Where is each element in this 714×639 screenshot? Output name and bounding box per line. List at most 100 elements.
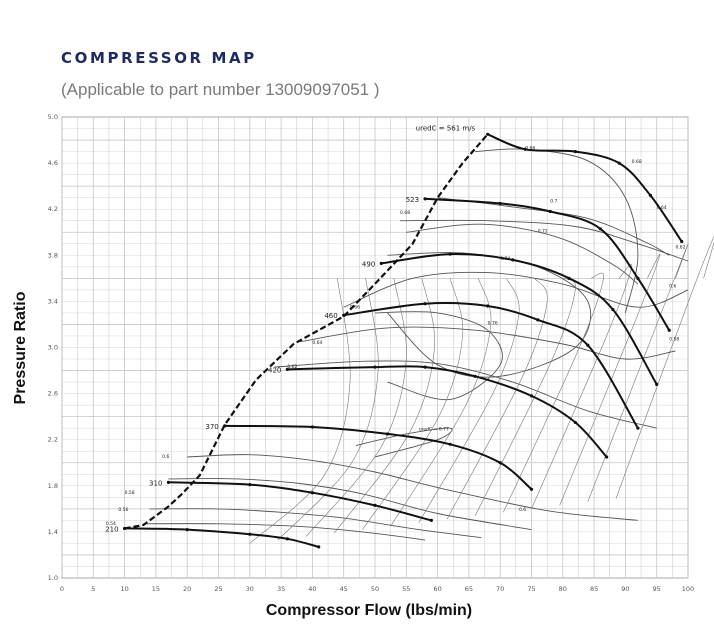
efficiency-label: 0.72	[538, 228, 548, 234]
efficiency-label: 0.68	[400, 210, 410, 216]
speed-point	[529, 487, 534, 491]
x-tick-label: 45	[340, 585, 348, 593]
speed-point	[655, 382, 659, 386]
speed-point	[573, 420, 577, 425]
efficiency-contour	[374, 311, 503, 401]
speed-point	[523, 147, 527, 151]
x-tick-label: 40	[308, 585, 316, 593]
speed-point	[605, 455, 609, 459]
x-tick-label: 70	[496, 585, 504, 593]
y-tick-label: 1.8	[48, 482, 58, 490]
x-tick-label: 5	[91, 585, 95, 593]
speed-point	[498, 201, 502, 206]
speed-point	[486, 304, 490, 308]
flow-contour	[362, 278, 464, 530]
speed-label: 460	[324, 312, 337, 320]
chart-subtitle: (Applicable to part number 13009097051 )	[61, 80, 380, 99]
speed-point	[423, 197, 427, 201]
efficiency-contour	[356, 427, 453, 458]
flow-contour	[249, 278, 351, 544]
x-tick-label: 100	[682, 585, 694, 593]
speed-point	[548, 209, 552, 214]
x-tick-label: 0	[60, 585, 64, 593]
flow-contour	[503, 272, 604, 513]
x-tick-label: 75	[527, 585, 535, 593]
x-tick-label: 35	[277, 585, 285, 593]
efficiency-label: 0.68	[632, 159, 642, 165]
x-tick-label: 50	[371, 585, 379, 593]
speed-point	[423, 302, 427, 306]
efficiency-label: 0.62	[287, 364, 297, 370]
x-axis-label: Compressor Flow (lbs/min)	[266, 602, 472, 619]
efficiency-label: 0.64	[312, 340, 322, 346]
speed-point	[448, 252, 452, 256]
x-tick-label: 85	[590, 585, 598, 593]
speed-point	[373, 365, 377, 369]
y-tick-label: 1.4	[48, 528, 58, 536]
efficiency-label: 0.66	[525, 145, 535, 151]
speed-point	[310, 425, 314, 429]
x-tick-label: 15	[152, 585, 160, 593]
speed-label: uredC = 561 m/s	[416, 124, 476, 132]
efficiency-label: 0.6	[519, 507, 526, 513]
curves	[123, 132, 714, 549]
efficiency-contour	[168, 478, 532, 531]
efficiency-label: 0.76	[488, 320, 498, 326]
y-tick-label: 3.4	[48, 297, 58, 305]
efficiency-label: 0.62	[675, 244, 685, 250]
speed-point	[285, 537, 289, 541]
speed-point	[248, 532, 252, 536]
y-tick-label: 4.6	[48, 159, 58, 167]
speed-point	[667, 328, 671, 332]
speed-line	[343, 302, 639, 429]
speed-point	[511, 258, 515, 262]
efficiency-label: 0.54	[106, 521, 116, 527]
efficiency-label: 0.58	[669, 337, 679, 343]
x-tick-label: 65	[465, 585, 473, 593]
flow-contour	[334, 278, 435, 534]
efficiency-label: 0.7	[550, 198, 557, 204]
flow-contour	[587, 243, 689, 503]
x-tick-label: 25	[214, 585, 222, 593]
efficiency-contour	[399, 219, 689, 262]
speed-point	[473, 374, 477, 378]
efficiency-contour	[343, 271, 689, 308]
speed-point	[317, 545, 321, 549]
speed-label: 370	[205, 423, 218, 431]
efficiency-contour	[437, 197, 670, 256]
efficiency-label: 0.6	[162, 454, 169, 460]
speed-point	[636, 276, 640, 280]
efficiency-contour	[149, 508, 482, 539]
speed-point	[166, 480, 171, 484]
flow-contour	[446, 278, 548, 520]
speed-point	[598, 227, 602, 231]
flow-contour	[277, 278, 379, 541]
speed-point	[498, 461, 502, 465]
speed-line	[425, 197, 671, 331]
speed-point	[185, 527, 189, 532]
x-tick-label: 55	[402, 585, 410, 593]
y-tick-label: 3.0	[48, 344, 58, 352]
efficiency-label: 0.64	[657, 205, 667, 211]
speed-point	[680, 239, 684, 244]
efficiency-label: 0.58	[125, 490, 135, 496]
speed-point	[586, 343, 590, 347]
y-tick-label: 1.0	[48, 574, 58, 582]
chart-title: COMPRESSOR MAP	[61, 49, 257, 67]
flow-contour	[559, 253, 661, 506]
speed-point	[285, 367, 289, 371]
efficiency-contour	[274, 360, 657, 429]
efficiency-label: 0.56	[118, 507, 128, 513]
speed-label: 210	[105, 525, 118, 533]
speed-point	[379, 261, 383, 265]
efficiency-label: 0.74	[500, 256, 510, 262]
ticks: 0 5 10 15 20 25 30 35 40 45 50 55 60 65 70 75 80 85 90 95 10…	[48, 113, 695, 593]
efficiency-label: uredC = 0.77	[419, 426, 449, 432]
speed-label: 420	[268, 366, 281, 374]
y-tick-label: 2.6	[48, 390, 58, 398]
speed-point	[529, 394, 534, 398]
efficiency-contour	[406, 223, 639, 285]
y-axis-label: Pressure Ratio	[12, 291, 29, 404]
speed-point	[486, 132, 490, 136]
speed-point	[573, 149, 577, 154]
